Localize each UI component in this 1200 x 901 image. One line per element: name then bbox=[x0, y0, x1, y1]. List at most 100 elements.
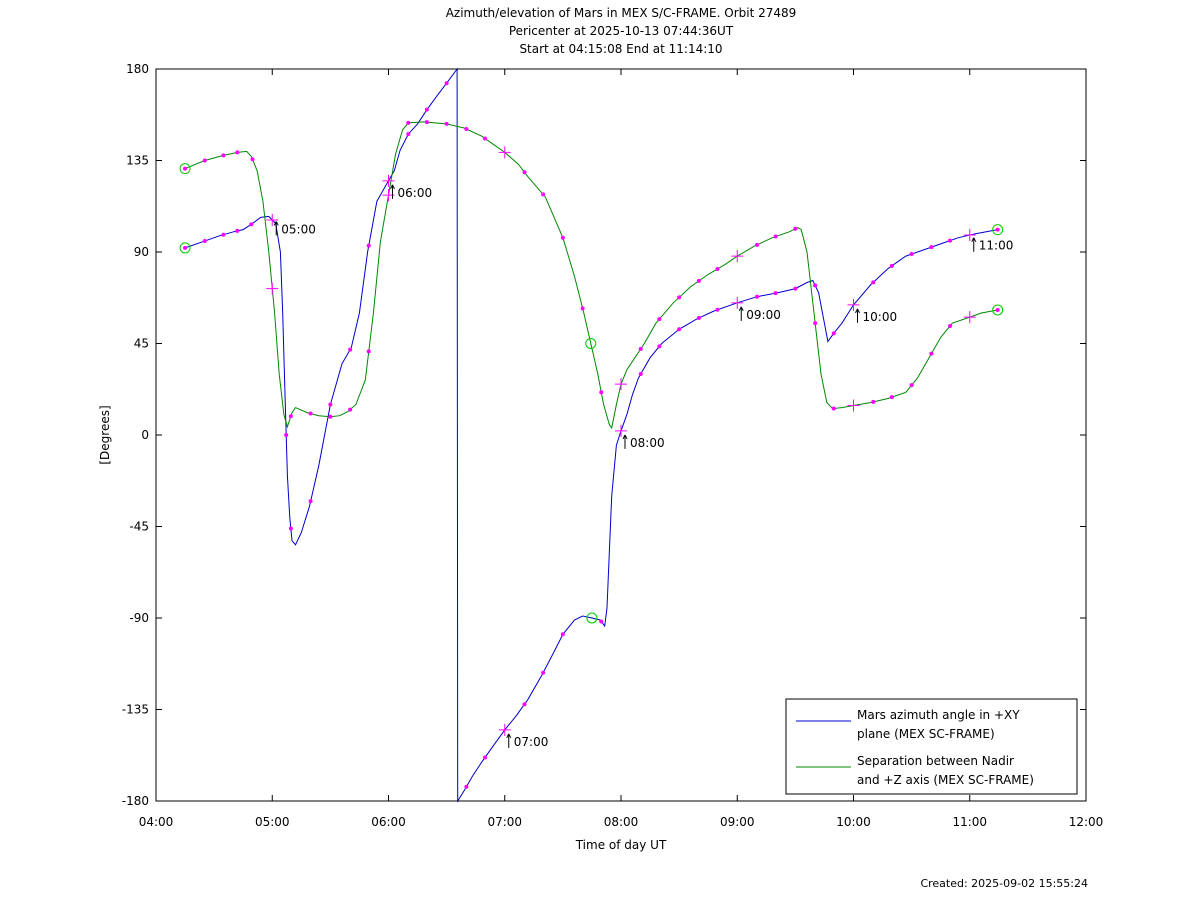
sample-point-marker bbox=[871, 280, 876, 285]
sample-point-marker bbox=[202, 239, 207, 244]
time-annotation-label: 09:00 bbox=[746, 308, 781, 322]
series-line-2 bbox=[184, 121, 998, 430]
endpoint-circle-marker bbox=[585, 338, 597, 349]
sample-point-marker bbox=[929, 245, 934, 250]
sample-point-marker bbox=[813, 321, 818, 326]
sample-point-marker bbox=[444, 121, 449, 126]
sample-point-marker bbox=[424, 107, 429, 112]
axis-ticks: 04:00 05:00 06:00 07:00 08:00 09:00 10:00 11:00… bbox=[122, 62, 1104, 829]
sample-point-marker bbox=[522, 702, 527, 707]
time-annotation-label: 05:00 bbox=[281, 222, 316, 236]
x-tick-label: 09:00 bbox=[720, 815, 755, 829]
y-tick-label: -45 bbox=[129, 520, 149, 534]
sample-point-marker bbox=[560, 632, 565, 637]
x-axis-label: Time of day UT bbox=[575, 838, 667, 852]
hour-plus-marker bbox=[498, 723, 511, 736]
hour-plus-marker bbox=[731, 296, 744, 309]
sample-point-marker bbox=[183, 245, 188, 250]
sample-point-marker bbox=[406, 120, 411, 125]
sample-point-marker bbox=[406, 132, 411, 137]
legend-label-1: plane (MEX SC-FRAME) bbox=[857, 727, 995, 741]
y-tick-label: -135 bbox=[122, 703, 149, 717]
sample-point-marker bbox=[348, 347, 353, 352]
hour-plus-marker bbox=[382, 174, 395, 187]
sample-point-marker bbox=[366, 349, 371, 354]
sample-point-marker bbox=[793, 286, 798, 291]
time-arrow bbox=[971, 237, 977, 252]
y-tick-label: 135 bbox=[126, 154, 149, 168]
sample-point-marker bbox=[638, 372, 643, 376]
sample-point-marker bbox=[657, 344, 662, 349]
endpoint-circle-marker bbox=[179, 242, 191, 254]
time-annotation-label: 07:00 bbox=[514, 735, 549, 749]
series-layer bbox=[184, 67, 998, 803]
sample-point-marker bbox=[889, 263, 894, 268]
sample-point-marker bbox=[328, 402, 333, 407]
hour-plus-marker bbox=[615, 424, 627, 437]
y-axis-label: [Degrees] bbox=[98, 405, 112, 464]
sample-point-marker bbox=[221, 232, 226, 237]
x-tick-label: 07:00 bbox=[487, 815, 522, 829]
time-arrow bbox=[273, 221, 279, 236]
hour-plus-marker bbox=[266, 213, 279, 226]
sample-point-marker bbox=[696, 316, 701, 321]
hour-plus-marker bbox=[266, 282, 279, 295]
sample-point-marker bbox=[541, 670, 546, 675]
chart-title: Azimuth/elevation of Mars in MEX S/C-FRA… bbox=[446, 6, 797, 56]
legend: Mars azimuth angle in +XY plane (MEX SC-F… bbox=[785, 698, 1078, 795]
sample-point-marker bbox=[183, 166, 188, 171]
sample-point-marker bbox=[482, 136, 487, 141]
y-tick-label: 45 bbox=[134, 337, 149, 351]
sample-point-marker bbox=[871, 399, 876, 404]
legend-label-2: and +Z axis (MEX SC-FRAME) bbox=[857, 773, 1034, 787]
y-tick-label: 0 bbox=[141, 428, 149, 442]
sample-point-marker bbox=[889, 395, 894, 400]
sample-point-marker bbox=[599, 619, 604, 624]
sample-point-marker bbox=[221, 153, 226, 158]
sample-point-marker bbox=[947, 238, 952, 243]
y-tick-label: -180 bbox=[122, 794, 149, 808]
sample-point-marker bbox=[308, 411, 313, 416]
sample-point-marker bbox=[929, 351, 934, 356]
sample-point-marker bbox=[947, 324, 952, 329]
hour-plus-marker bbox=[847, 399, 860, 412]
time-annotation-label: 08:00 bbox=[630, 436, 665, 450]
x-tick-label: 04:00 bbox=[139, 815, 174, 829]
hour-plus-marker bbox=[615, 378, 627, 391]
sample-point-marker bbox=[995, 227, 1000, 232]
sample-point-marker bbox=[522, 170, 527, 175]
x-tick-label: 06:00 bbox=[371, 815, 406, 829]
sample-point-marker bbox=[202, 158, 207, 163]
time-arrow bbox=[855, 308, 860, 323]
sample-point-marker bbox=[250, 157, 255, 162]
endpoint-circle-marker bbox=[992, 304, 1004, 316]
y-tick-label: 180 bbox=[126, 62, 149, 76]
sample-point-marker bbox=[424, 120, 429, 125]
sample-point-marker bbox=[366, 243, 371, 248]
sample-point-marker bbox=[715, 307, 720, 312]
sample-point-marker bbox=[235, 228, 240, 233]
sample-point-marker bbox=[831, 331, 836, 336]
time-annotation-label: 06:00 bbox=[398, 186, 433, 200]
hour-plus-marker bbox=[963, 311, 976, 324]
legend-label-2: Separation between Nadir bbox=[857, 754, 1014, 768]
x-tick-label: 08:00 bbox=[604, 815, 639, 829]
sample-point-marker bbox=[909, 383, 914, 388]
time-arrow bbox=[738, 306, 744, 321]
sample-point-marker bbox=[288, 526, 293, 531]
sample-point-marker bbox=[909, 252, 914, 257]
x-tick-label: 12:00 bbox=[1069, 815, 1104, 829]
sample-point-marker bbox=[995, 307, 1000, 312]
sample-point-marker bbox=[328, 414, 333, 419]
sample-point-marker bbox=[444, 81, 449, 86]
hour-plus-marker bbox=[963, 229, 976, 242]
sample-point-marker bbox=[541, 192, 546, 197]
sample-point-marker bbox=[773, 291, 778, 296]
legend-label-1: Mars azimuth angle in +XY bbox=[857, 708, 1020, 722]
legend-box bbox=[785, 698, 1078, 795]
title-line-3: Start at 04:15:08 End at 11:14:10 bbox=[519, 42, 722, 56]
sample-point-marker bbox=[677, 295, 682, 300]
time-annotation-label: 10:00 bbox=[863, 310, 898, 324]
sample-point-marker bbox=[288, 414, 293, 419]
time-annotation-label: 11:00 bbox=[979, 239, 1014, 253]
